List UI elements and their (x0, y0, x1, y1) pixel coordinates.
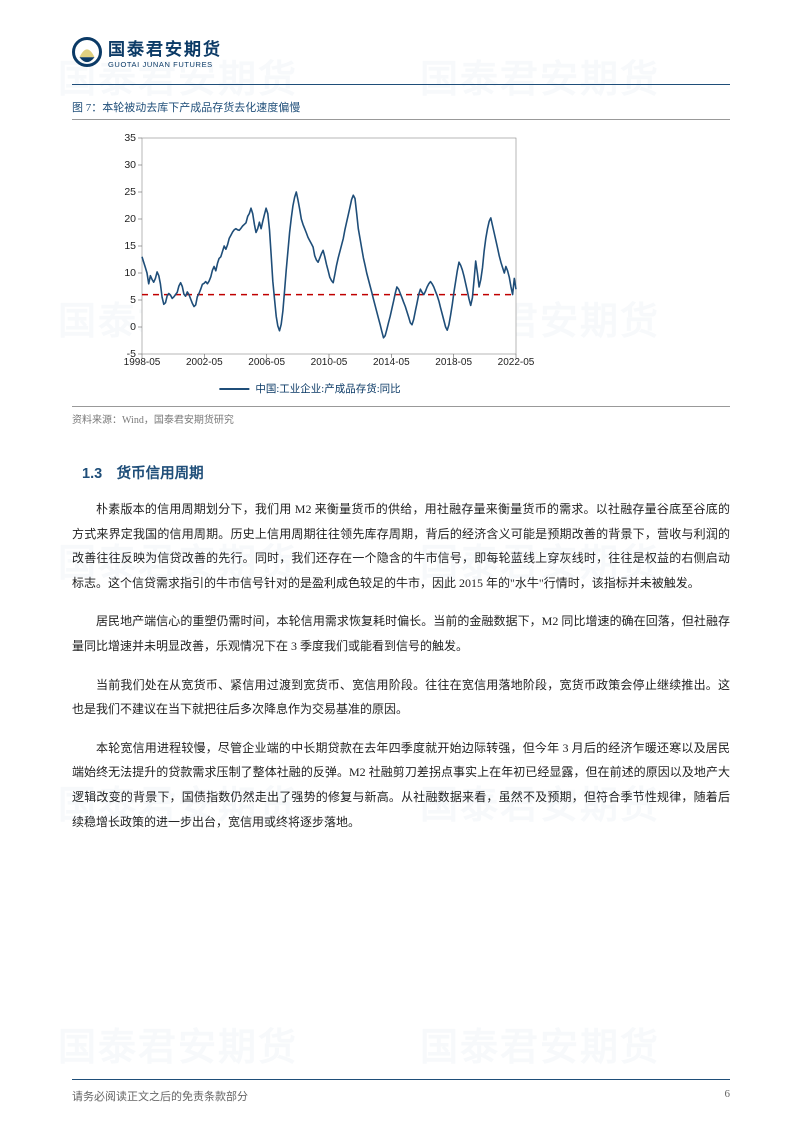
footer: 请务必阅读正文之后的免责条款部分 6 (72, 1079, 730, 1104)
ytick-label: 20 (100, 213, 136, 225)
xtick-label: 2014-05 (373, 357, 410, 368)
logo-cn: 国泰君安期货 (108, 35, 222, 60)
content: 图 7：本轮被动去库下产成品存货去化速度偏慢 中国:工业企业:产成品存货:同比 … (0, 85, 802, 834)
xtick-label: 2010-05 (311, 357, 348, 368)
ytick-label: 15 (100, 240, 136, 252)
page-number: 6 (725, 1088, 731, 1104)
footer-rule (72, 1079, 730, 1080)
ytick-label: 35 (100, 132, 136, 144)
ytick-label: 30 (100, 159, 136, 171)
paragraph: 本轮宽信用进程较慢，尽管企业端的中长期贷款在去年四季度就开始边际转强，但今年 3… (72, 736, 730, 834)
logo-text: 国泰君安期货 GUOTAI JUNAN FUTURES (108, 35, 222, 69)
xtick-label: 2018-05 (435, 357, 472, 368)
ytick-label: 10 (100, 267, 136, 279)
figure7-source: 资料来源：Wind，国泰君安期货研究 (72, 406, 730, 426)
figure7-title: 图 7：本轮被动去库下产成品存货去化速度偏慢 (72, 99, 730, 120)
legend-line-swatch (219, 388, 249, 390)
section-heading-1-3: 1.3 货币信用周期 (82, 462, 730, 483)
ytick-label: 0 (100, 321, 136, 333)
xtick-label: 1998-05 (124, 357, 161, 368)
logo-icon (72, 37, 102, 67)
xtick-label: 2022-05 (498, 357, 535, 368)
paragraph: 朴素版本的信用周期划分下，我们用 M2 来衡量货币的供给，用社融存量来衡量货币的… (72, 497, 730, 595)
ytick-label: 25 (100, 186, 136, 198)
xtick-label: 2002-05 (186, 357, 223, 368)
ytick-label: 5 (100, 294, 136, 306)
xtick-label: 2006-05 (248, 357, 285, 368)
paragraph: 居民地产端信心的重塑仍需时间，本轮信用需求恢复耗时偏长。当前的金融数据下，M2 … (72, 609, 730, 658)
paragraph: 当前我们处在从宽货币、紧信用过渡到宽货币、宽信用阶段。往往在宽信用落地阶段，宽货… (72, 673, 730, 722)
figure7-chart: 中国:工业企业:产成品存货:同比 -5051015202530351998-05… (100, 130, 520, 400)
watermark: 国泰君安期货 (420, 1016, 660, 1071)
watermark: 国泰君安期货 (58, 1016, 298, 1071)
logo-en: GUOTAI JUNAN FUTURES (108, 60, 222, 69)
header: 国泰君安期货 GUOTAI JUNAN FUTURES (0, 0, 802, 78)
figure7-legend: 中国:工业企业:产成品存货:同比 (219, 381, 400, 396)
legend-label: 中国:工业企业:产成品存货:同比 (255, 381, 400, 396)
footer-disclaimer: 请务必阅读正文之后的免责条款部分 (72, 1088, 248, 1104)
